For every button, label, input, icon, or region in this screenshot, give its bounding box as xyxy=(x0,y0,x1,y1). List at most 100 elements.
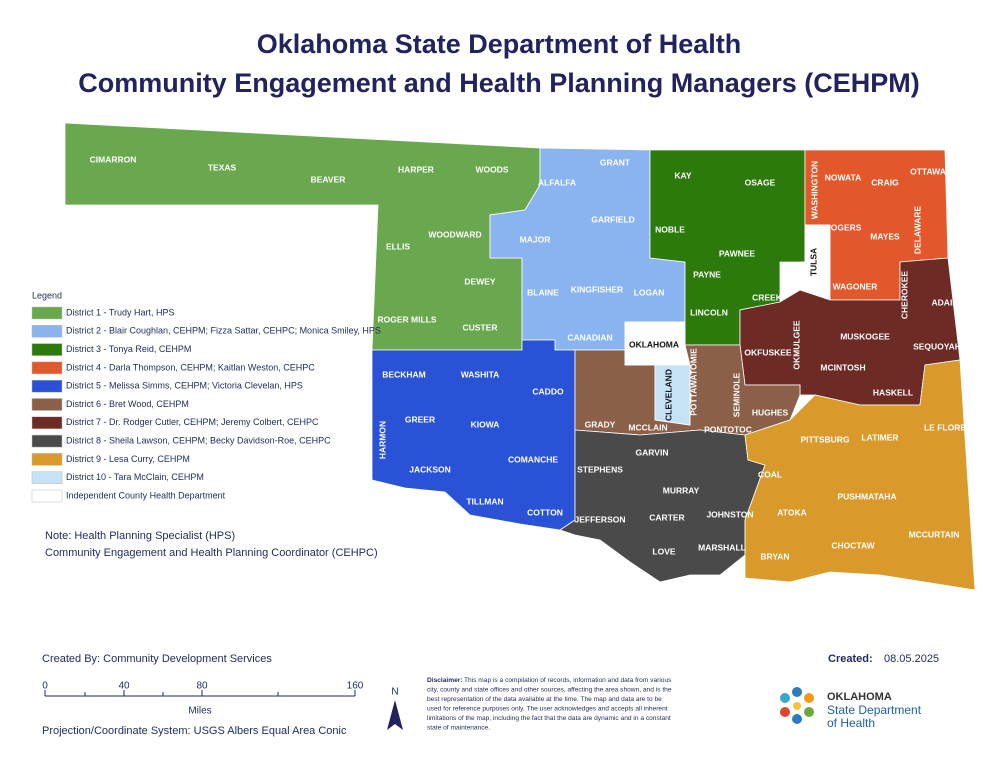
county-label: KIOWA xyxy=(471,419,500,429)
county-label: BEAVER xyxy=(311,174,346,184)
county-label: TULSA xyxy=(808,248,818,276)
disclaimer-line: This map is a compilation of records, in… xyxy=(464,677,672,684)
county-label: GRANT xyxy=(600,157,631,167)
disclaimer-title: Disclaimer: xyxy=(427,677,463,684)
disclaimer-line: limitations of the map, including the fa… xyxy=(427,715,671,722)
county-label: CHEROKEE xyxy=(899,271,909,320)
county-label: STEPHENS xyxy=(577,464,623,474)
legend-swatch xyxy=(31,416,63,430)
legend-swatch xyxy=(31,306,63,320)
scale-label: 80 xyxy=(196,681,208,692)
county-label: ELLIS xyxy=(386,241,410,251)
county-label: WOODWARD xyxy=(428,229,481,239)
county-label: COAL xyxy=(758,469,782,479)
county-label: BLAINE xyxy=(527,287,559,297)
scale-label: 160 xyxy=(347,681,364,692)
county-label: MCCLAIN xyxy=(628,422,667,432)
legend-swatch xyxy=(31,379,63,393)
county-label: WASHINGTON xyxy=(809,161,819,219)
district-area xyxy=(744,359,976,591)
disclaimer: Disclaimer: This map is a compilation of … xyxy=(427,677,672,732)
county-label: CADDO xyxy=(532,386,564,396)
disclaimer-line: best representation of the data availabl… xyxy=(427,696,662,703)
title-line: Oklahoma State Department of Health xyxy=(257,29,742,59)
legend-title: Legend xyxy=(32,290,62,300)
disclaimer-line: used for reference purposes only. The us… xyxy=(427,705,668,712)
county-label: PITTSBURG xyxy=(800,434,850,444)
county-label: PUSHMATAHA xyxy=(837,491,896,501)
county-label: CANADIAN xyxy=(567,332,612,342)
title-line: Community Engagement and Health Planning… xyxy=(78,68,920,98)
legend-label: District 7 - Dr. Rodger Cutler, CEHPM; J… xyxy=(66,417,319,427)
scale-bar xyxy=(44,690,356,697)
county-label: HUGHES xyxy=(752,407,789,417)
county-label: OSAGE xyxy=(745,177,776,187)
county-label: ALFALFA xyxy=(538,177,576,187)
county-label: HASKELL xyxy=(873,387,913,397)
logo-text: OKLAHOMA xyxy=(827,691,892,703)
logo xyxy=(780,687,814,724)
county-label: LINCOLN xyxy=(690,307,728,317)
credit: Created By: Community Development Servic… xyxy=(42,653,272,665)
county-label: PONTOTOC xyxy=(704,424,752,434)
county-label: PAYNE xyxy=(693,269,721,279)
legend-swatch xyxy=(31,361,63,375)
county-label: CHOCTAW xyxy=(831,540,875,550)
legend-label: District 5 - Melissa Simms, CEHPM; Victo… xyxy=(66,381,303,391)
district-area xyxy=(799,224,831,291)
district-area xyxy=(559,429,766,583)
legend-label: District 4 - Darla Thompson, CEHPM; Kait… xyxy=(66,362,315,372)
legend-label: District 9 - Lesa Curry, CEHPM xyxy=(66,454,190,464)
county-label: BECKHAM xyxy=(382,369,425,379)
logo-petal xyxy=(792,714,802,724)
legend: District 1 - Trudy Hart, HPS District 2 -… xyxy=(31,306,381,503)
county-label: BRYAN xyxy=(760,551,789,561)
county-label: LOVE xyxy=(652,546,675,556)
county-label: JEFFERSON xyxy=(574,514,625,524)
county-labels: CIMARRON TEXAS BEAVER HARPER WOODS ALFALFA GRA… xyxy=(90,154,967,561)
county-label: OKMULGEE xyxy=(791,320,801,369)
county-label: TILLMAN xyxy=(466,496,503,506)
county-label: COTTON xyxy=(527,507,563,517)
legend-label: District 2 - Blair Coughlan, CEHPM; Fizz… xyxy=(66,326,381,336)
scale-label: 40 xyxy=(118,681,130,692)
county-label: GRADY xyxy=(585,419,616,429)
county-label: JACKSON xyxy=(409,464,451,474)
county-label: PAWNEE xyxy=(719,248,756,258)
projection: Projection/Coordinate System: USGS Alber… xyxy=(42,725,347,737)
county-label: CREEK xyxy=(752,292,783,302)
note: Note: Health Planning Specialist (HPS) xyxy=(45,530,235,542)
county-label: ADAIR xyxy=(932,297,959,307)
scale-unit: Miles xyxy=(188,706,211,717)
county-label: MAJOR xyxy=(520,234,551,244)
county-label: ATOKA xyxy=(777,507,806,517)
logo-petal xyxy=(804,707,814,717)
created-label: Created: xyxy=(828,653,873,665)
county-label: HARPER xyxy=(398,164,434,174)
county-label: ROGERS xyxy=(825,222,862,232)
county-label: KINGFISHER xyxy=(571,284,623,294)
legend-swatch xyxy=(31,343,63,356)
logo-petal xyxy=(780,693,790,703)
county-label: HARMON xyxy=(377,421,387,459)
county-label: TEXAS xyxy=(208,162,237,172)
county-label: DELAWARE xyxy=(912,206,922,255)
county-label: DEWEY xyxy=(464,276,496,286)
legend-swatch xyxy=(31,325,63,338)
north-arrow xyxy=(387,700,403,730)
disclaimer-line: state of maintenance. xyxy=(427,724,490,731)
county-label: POTTAWATOMIE xyxy=(688,348,698,416)
county-label: CRAIG xyxy=(871,177,899,187)
logo-petal xyxy=(793,702,801,710)
county-label: JOHNSTON xyxy=(706,509,753,519)
county-label: MARSHALL xyxy=(698,542,746,552)
legend-swatch xyxy=(31,398,63,411)
note: Community Engagement and Health Planning… xyxy=(45,547,378,559)
scale-label: 0 xyxy=(42,681,48,692)
legend-label: District 3 - Tonya Reid, CEHPM xyxy=(66,344,191,354)
county-label: NOBLE xyxy=(655,224,685,234)
county-label: SEQUOYAH xyxy=(913,341,961,351)
county-label: CLEVELAND xyxy=(663,369,673,421)
legend-swatch xyxy=(31,471,63,484)
